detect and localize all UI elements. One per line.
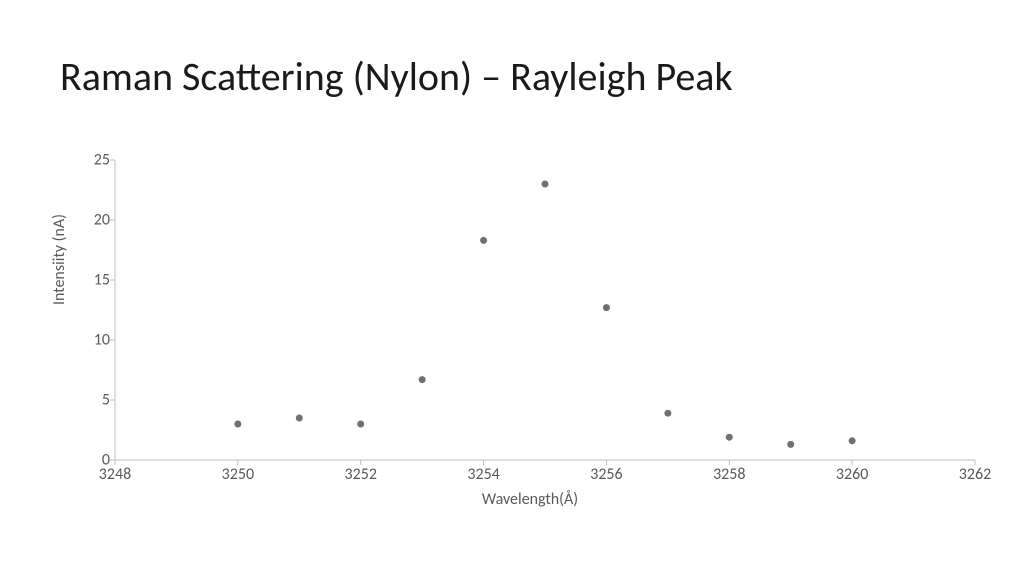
y-axis-label: Intensiity (nA): [50, 214, 69, 305]
x-tick-label: 3252: [344, 465, 376, 484]
data-point: [234, 421, 241, 428]
plot-region: [115, 160, 975, 460]
data-point: [357, 421, 364, 428]
data-point: [480, 237, 487, 244]
x-axis-label: Wavelength(Å): [60, 490, 1000, 509]
x-tick-label: 3262: [959, 465, 991, 484]
data-point: [664, 410, 671, 417]
data-point: [787, 441, 794, 448]
data-point: [603, 304, 610, 311]
data-point: [542, 181, 549, 188]
x-tick-label: 3260: [836, 465, 868, 484]
x-tick-label: 3258: [713, 465, 745, 484]
x-tick-label: 3248: [99, 465, 131, 484]
data-point: [296, 415, 303, 422]
y-tick-label: 25: [80, 151, 110, 170]
y-axis-ticks: 0510152025: [80, 160, 110, 460]
data-point: [849, 437, 856, 444]
x-tick-label: 3250: [222, 465, 254, 484]
data-point: [419, 376, 426, 383]
y-tick-label: 5: [80, 391, 110, 410]
y-tick-label: 15: [80, 271, 110, 290]
slide-title: Raman Scattering (Nylon) – Rayleigh Peak: [60, 52, 733, 101]
data-point: [726, 434, 733, 441]
x-axis-ticks: 32483250325232543256325832603262: [115, 465, 975, 485]
x-tick-label: 3254: [467, 465, 499, 484]
slide: Raman Scattering (Nylon) – Rayleigh Peak…: [0, 0, 1024, 576]
x-tick-label: 3256: [590, 465, 622, 484]
y-tick-label: 20: [80, 211, 110, 230]
y-tick-label: 10: [80, 331, 110, 350]
scatter-chart: Intensiity (nA) Wavelength(Å) 0510152025…: [60, 150, 960, 510]
plot-svg: [115, 160, 975, 460]
